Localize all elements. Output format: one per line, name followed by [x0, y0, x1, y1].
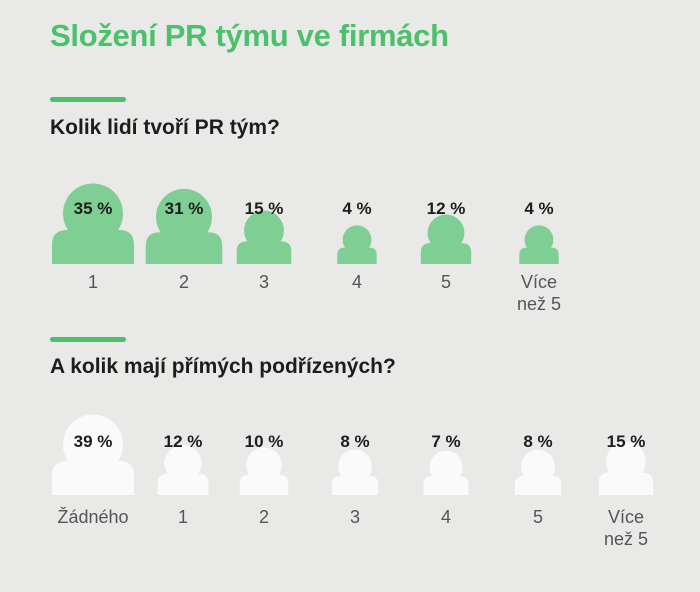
person-icon-body: [598, 472, 654, 495]
category-label: Více než 5: [604, 507, 648, 549]
person-icon-mark: [420, 214, 472, 264]
category-label: 4: [352, 272, 362, 292]
team-size-chart: 35 % 1 31 % 2 15 % 3 4 % 4 12 % 5 4 % Více než 5: [52, 183, 561, 314]
section-accent-bar: [50, 337, 126, 342]
person-icon-head: [606, 441, 646, 482]
person-icon-head: [342, 225, 372, 255]
value-label: 10 %: [245, 432, 284, 451]
person-icon-body: [519, 247, 559, 264]
category-label: Žádného: [57, 507, 128, 527]
person-icon-body: [239, 474, 289, 495]
value-label: 15 %: [607, 432, 646, 451]
person-icon-mark: [598, 441, 654, 495]
person-icon-mark: [337, 225, 377, 264]
value-label: 12 %: [164, 432, 203, 451]
value-label: 12 %: [427, 199, 466, 218]
value-label: 31 %: [165, 199, 204, 218]
person-icon-mark: [145, 188, 223, 264]
person-icon-mark: [52, 414, 134, 495]
person-icon-body: [52, 461, 134, 495]
person-icon-body: [420, 243, 472, 264]
value-label: 15 %: [245, 199, 284, 218]
category-label: 5: [533, 507, 543, 527]
category-label: 1: [178, 507, 188, 527]
person-icon-mark: [52, 183, 134, 264]
value-label: 4 %: [524, 199, 553, 218]
category-label: 3: [350, 507, 360, 527]
person-icon-head: [429, 450, 463, 484]
person-icon-head: [164, 445, 202, 483]
person-icon-body: [157, 473, 209, 495]
category-label: Více než 5: [517, 272, 561, 314]
value-label: 7 %: [431, 432, 460, 451]
category-label: 3: [259, 272, 269, 292]
person-icon-head: [63, 414, 123, 475]
value-label: 4 %: [342, 199, 371, 218]
person-icon-mark: [157, 445, 209, 495]
person-icon-body: [423, 476, 469, 495]
value-label: 8 %: [340, 432, 369, 451]
category-label: 4: [441, 507, 451, 527]
value-label: 39 %: [74, 432, 113, 451]
person-icon-body: [52, 230, 134, 264]
person-icon-body: [337, 247, 377, 264]
section-accent-bar: [50, 97, 126, 102]
person-icon-body: [145, 232, 223, 264]
person-icon-body: [514, 475, 562, 495]
category-label: 5: [441, 272, 451, 292]
section-heading-subordinates: A kolik mají přímých podřízených?: [50, 355, 396, 378]
category-label: 1: [88, 272, 98, 292]
person-icon-head: [246, 447, 282, 483]
subordinates-chart: 39 % Žádného 12 % 1 10 % 2 8 % 3 7 % 4 8 % 5 15 % Víc…: [52, 414, 654, 549]
person-icon-head: [521, 449, 555, 484]
value-label: 35 %: [74, 199, 113, 218]
person-icon-mark: [423, 450, 469, 495]
person-icon-head: [156, 188, 212, 245]
person-icon-mark: [519, 225, 559, 264]
person-icon-head: [427, 214, 465, 252]
person-icon-head: [244, 210, 284, 251]
person-icon-mark: [514, 449, 562, 495]
page-title: Složení PR týmu ve firmách: [50, 18, 449, 53]
person-icon-mark: [239, 447, 289, 495]
category-label: 2: [179, 272, 189, 292]
category-label: 2: [259, 507, 269, 527]
person-icon-mark: [331, 449, 379, 495]
person-icon-body: [236, 241, 292, 264]
person-icon-head: [338, 449, 372, 484]
value-label: 8 %: [523, 432, 552, 451]
person-icon-mark: [236, 210, 292, 264]
person-icon-head: [524, 225, 554, 255]
person-icon-body: [331, 475, 379, 495]
person-icon-head: [63, 183, 123, 244]
section-heading-team-size: Kolik lidí tvoří PR tým?: [50, 116, 280, 139]
